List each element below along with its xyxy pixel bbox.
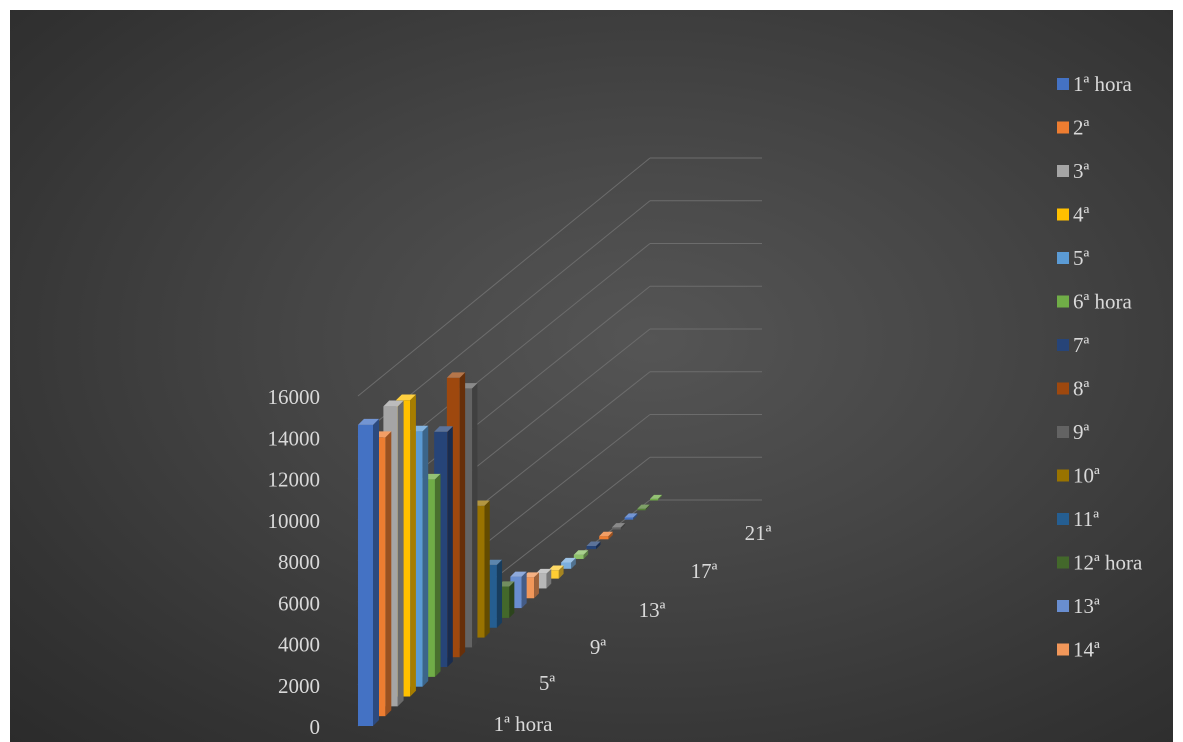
legend-item: 5ª [1057,246,1090,270]
bar [599,531,613,540]
legend-label: 10ª [1073,464,1100,488]
legend-item: 8ª [1057,377,1090,401]
bar [624,513,638,520]
bar [523,572,539,599]
x-tick-label: 9ª [590,635,607,659]
legend-item: 6ª hora [1057,290,1133,314]
y-tick-label: 10000 [268,509,321,533]
legend-swatch [1057,600,1069,612]
y-tick-label: 6000 [278,591,320,615]
legend-swatch [1057,426,1069,438]
legend-label: 1ª hora [1073,72,1133,96]
legend-swatch [1057,78,1069,90]
bar [573,550,589,559]
legend-label: 4ª [1073,203,1090,227]
y-tick-label: 8000 [278,550,320,574]
legend-swatch [1057,556,1069,569]
legend-label: 13ª [1073,594,1100,618]
legend-swatch [1057,469,1069,482]
legend-label: 12ª hora [1073,551,1143,575]
legend-item: 11ª [1057,507,1099,531]
legend-label: 6ª hora [1073,290,1133,314]
x-tick-label: 17ª [691,559,718,583]
x-tick-label: 13ª [639,598,666,622]
legend-label: 11ª [1073,507,1099,531]
bar [510,571,527,609]
bar [535,568,552,589]
legend-swatch [1057,513,1069,525]
legend-item: 7ª [1057,333,1090,357]
bar [650,494,662,501]
y-axis-ticks: 0 2000 4000 6000 8000 10000 12000 14000 16000 [268,385,321,739]
legend-label: 14ª [1073,638,1100,662]
bar [561,557,576,569]
legend-item: 10ª [1057,464,1100,488]
y-tick-label: 0 [310,715,321,739]
legend-item: 13ª [1057,594,1100,618]
y-tick-label: 12000 [268,468,321,492]
chart-area: 0 2000 4000 6000 8000 10000 12000 14000 16000 1ª… [10,10,1173,742]
legend-label: 5ª [1073,246,1090,270]
bars [358,372,662,726]
legend-label: 8ª [1073,377,1090,401]
gridline [357,157,651,397]
legend-swatch [1057,208,1069,221]
legend-swatch [1057,252,1069,264]
legend-item: 9ª [1057,420,1090,444]
legend-item: 1ª hora [1057,72,1133,96]
x-tick-label: 21ª [745,521,772,545]
x-tick-label: 1ª hora [494,712,554,736]
bar [611,523,626,530]
legend-swatch [1057,643,1069,656]
bar-chart-3d: 0 2000 4000 6000 8000 10000 12000 14000 16000 1ª… [268,72,1144,739]
x-axis-ticks: 1ª hora 5ª 9ª 13ª 17ª 21ª [494,521,772,736]
legend-item: 4ª [1057,203,1090,227]
legend-item: 3ª [1057,159,1090,183]
legend-label: 2ª [1073,116,1090,140]
legend-swatch [1057,295,1069,308]
y-tick-label: 14000 [268,426,321,450]
legend-swatch [1057,339,1069,351]
legend-label: 9ª [1073,420,1090,444]
bar [548,565,564,579]
legend-item: 2ª [1057,116,1090,140]
legend-swatch [1057,121,1069,134]
y-tick-label: 2000 [278,674,320,698]
legend-swatch [1057,165,1069,177]
legend-label: 3ª [1073,159,1090,183]
legend-label: 7ª [1073,333,1090,357]
legend-swatch [1057,382,1069,395]
legend-item: 14ª [1057,638,1100,662]
legend: 1ª hora 2ª 3ª 4ª 5ª 6ª hora 7ª 8ª 9ª 10ª 11ª 12ª ho… [1057,72,1143,662]
x-tick-label: 5ª [539,671,556,695]
y-tick-label: 4000 [278,633,320,657]
y-tick-label: 16000 [268,385,321,409]
bar [358,418,379,726]
bar [586,541,601,550]
legend-item: 12ª hora [1057,551,1143,575]
bar [637,504,650,511]
